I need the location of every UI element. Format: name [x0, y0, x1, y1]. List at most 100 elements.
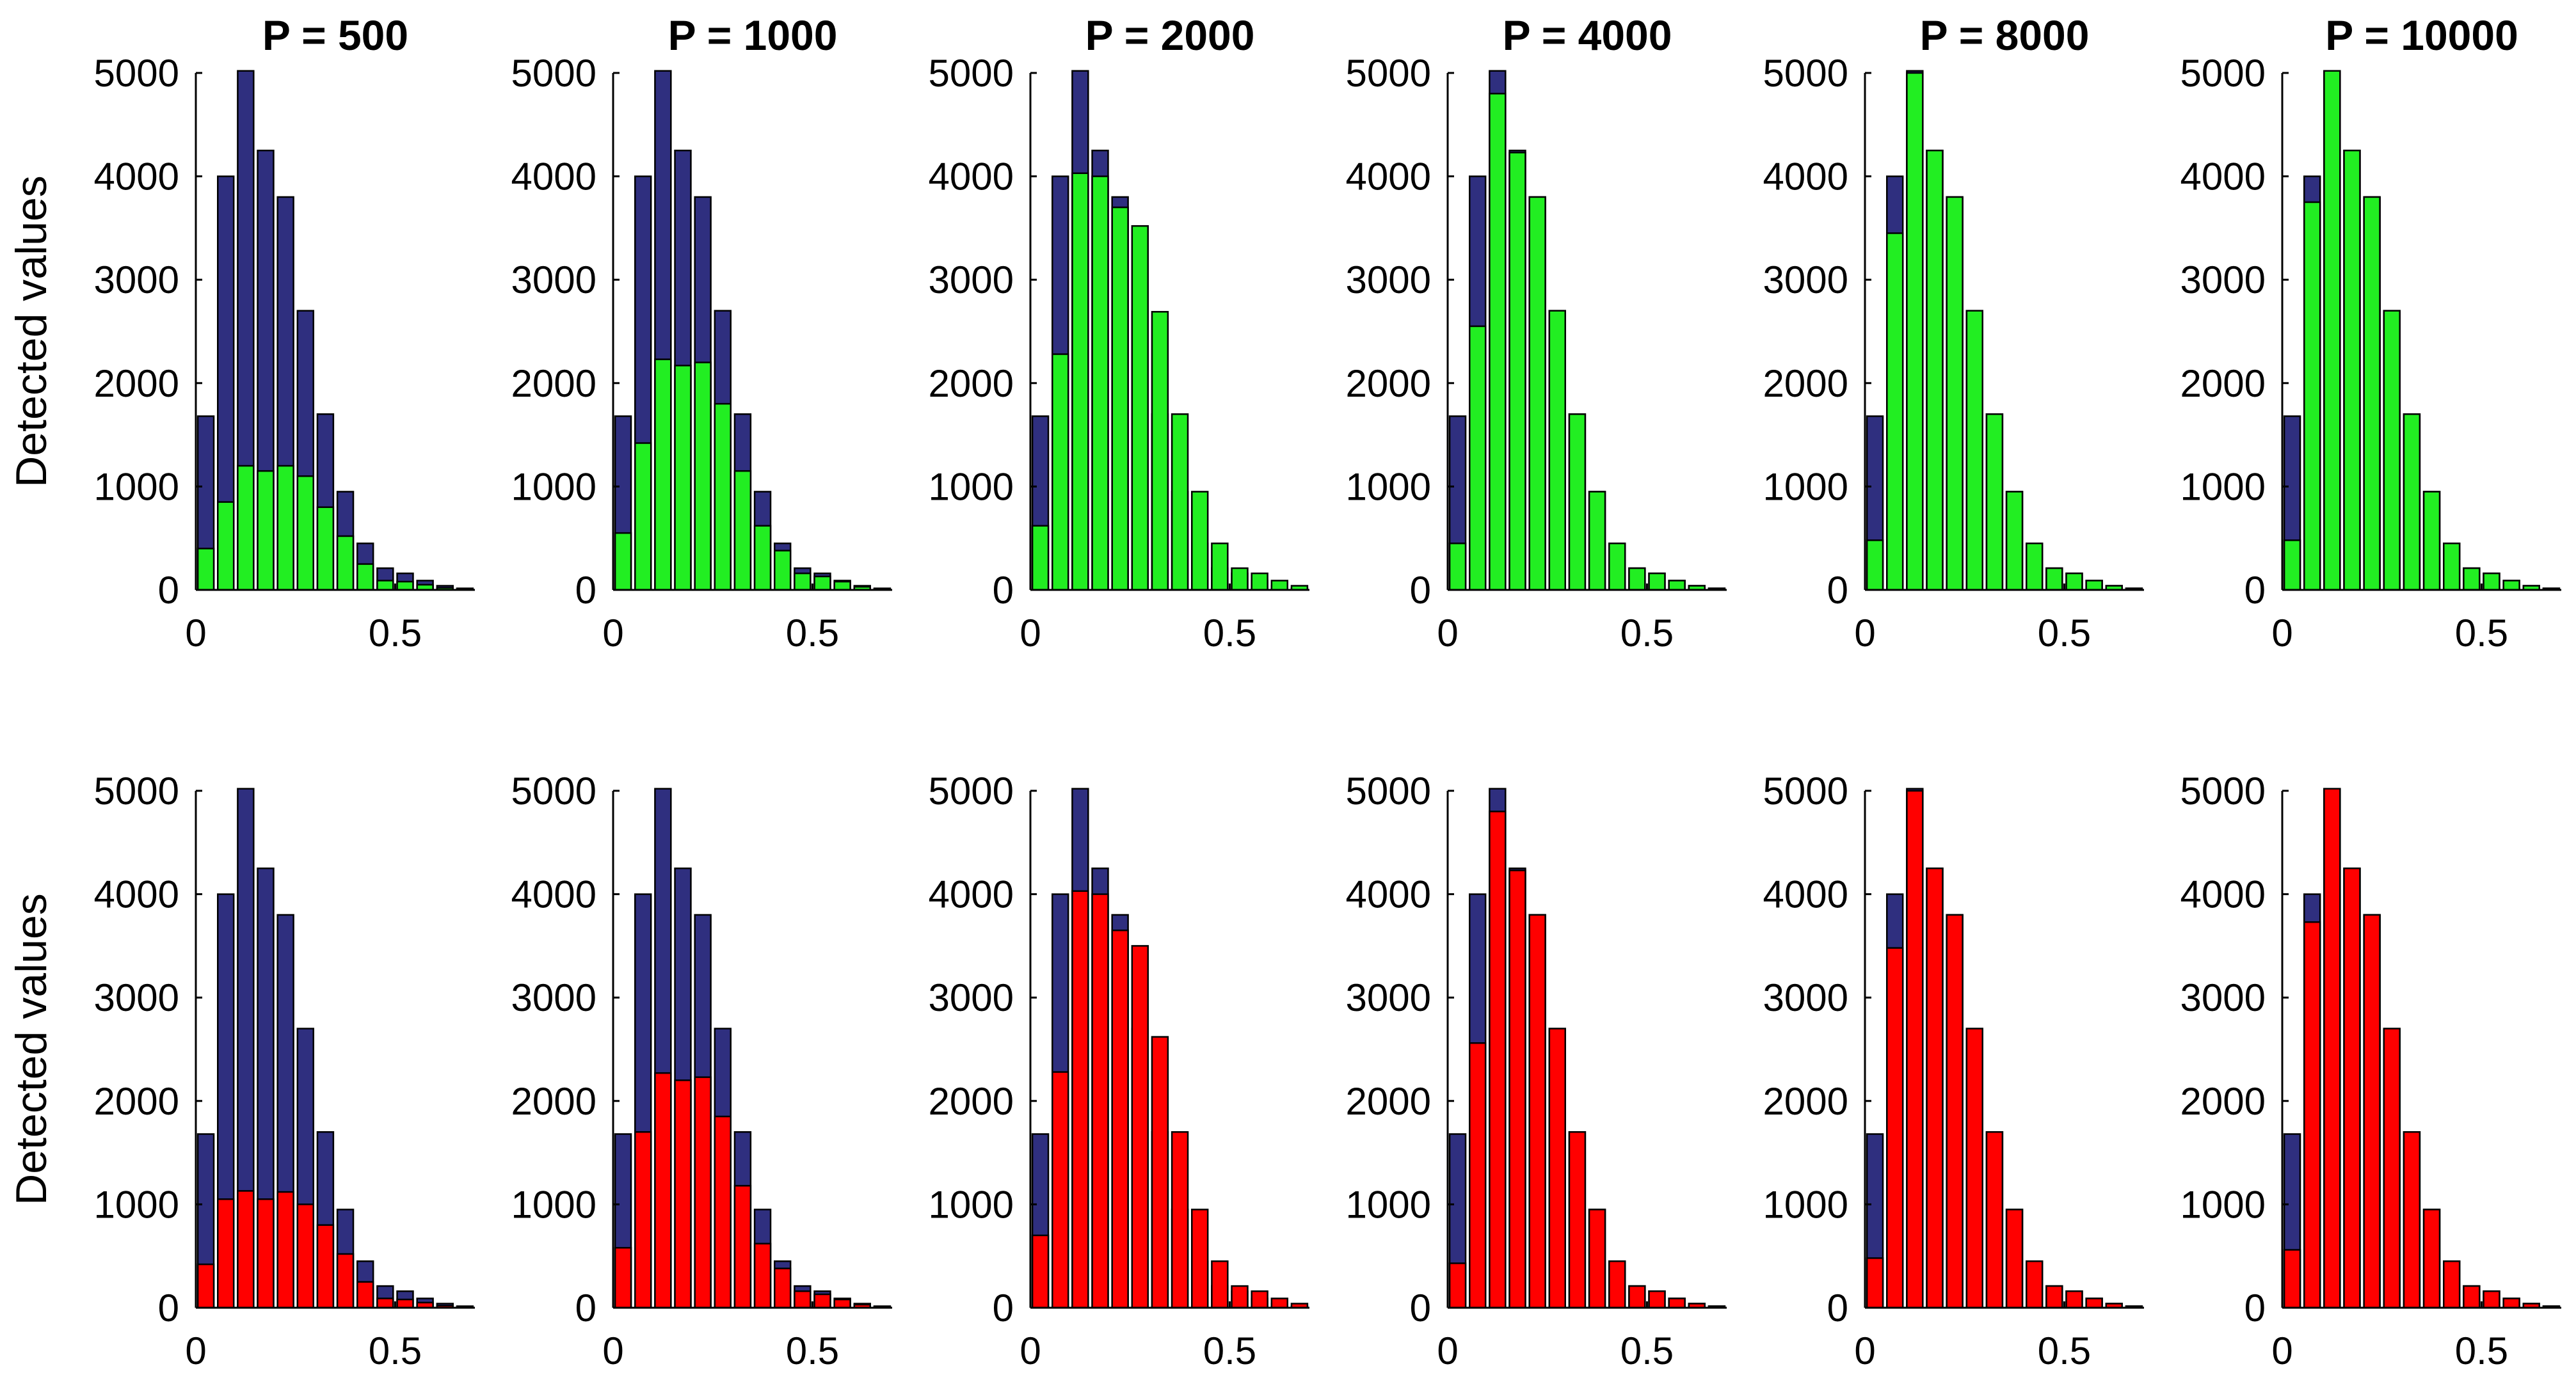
- bar-detected: [1886, 232, 1904, 591]
- x-tick-label: 0.5: [1203, 612, 1256, 655]
- x-tick-label: 0: [2271, 612, 2292, 655]
- bar-detected: [1171, 413, 1189, 591]
- x-tick-label: 0.5: [369, 1329, 422, 1372]
- panel-title: P = 2000: [1085, 12, 1255, 59]
- y-tick-label: 4000: [511, 155, 596, 198]
- bar-detected: [237, 1190, 255, 1309]
- bar-detected: [1508, 152, 1526, 591]
- bar-detected: [733, 1185, 752, 1309]
- y-tick-label: 3000: [1346, 976, 1431, 1019]
- bar-detected: [1251, 572, 1268, 591]
- bar-detected: [396, 580, 414, 591]
- bar-detected: [813, 575, 831, 591]
- bar-detected: [276, 1191, 294, 1309]
- y-tick-label: 1000: [511, 1183, 596, 1226]
- x-tick-label: 0.5: [786, 1329, 839, 1372]
- bar-detected: [1528, 196, 1546, 591]
- bar-detected: [1926, 149, 1944, 591]
- bar-detected: [1628, 1285, 1646, 1309]
- y-tick-label: 3000: [1763, 258, 1848, 301]
- x-tick-label: 0: [1020, 1329, 1041, 1372]
- bar-detected: [2065, 572, 2083, 591]
- y-tick-label: 1000: [2180, 1183, 2266, 1226]
- y-tick-label: 5000: [2180, 770, 2266, 813]
- bar-detected: [2463, 567, 2481, 591]
- panel-title: P = 500: [262, 12, 408, 59]
- bar-detected: [1231, 567, 1249, 591]
- y-tick-label: 1000: [1346, 1183, 1431, 1226]
- panel-bottom-1: 0 1000 2000 3000 4000 5000 0 0.5 Detected values: [7, 770, 475, 1372]
- y-tick-label: 5000: [511, 52, 596, 95]
- y-tick-label: 5000: [94, 52, 179, 95]
- panel-top-3: 0 1000 2000 3000 4000 5000 0 0.5 P = 2000: [929, 12, 1309, 655]
- bar-detected: [1548, 310, 1566, 591]
- x-tick-label: 0.5: [786, 612, 839, 655]
- bar-detected: [1965, 310, 1983, 591]
- bar-detected: [813, 1293, 831, 1309]
- panel-top-2: 0 1000 2000 3000 4000 5000 0 0.5 P = 1000: [511, 12, 892, 655]
- bar-detected: [1091, 893, 1109, 1309]
- bar-detected: [276, 464, 294, 591]
- bar-detected: [1628, 567, 1646, 591]
- y-tick-label: 5000: [1763, 52, 1848, 95]
- bar-detected: [2026, 1260, 2044, 1309]
- y-tick-label: 5000: [511, 770, 596, 813]
- bar-detected: [1946, 914, 1964, 1309]
- bar-detected: [1052, 353, 1069, 591]
- y-tick-label: 0: [1827, 569, 1848, 612]
- bar-detected: [2065, 1290, 2083, 1309]
- bar-detected: [1489, 811, 1507, 1309]
- bar-detected: [2363, 196, 2381, 591]
- y-tick-label: 4000: [1346, 155, 1431, 198]
- bar-detected: [2343, 149, 2361, 591]
- y-tick-label: 3000: [1763, 976, 1848, 1019]
- y-tick-label: 4000: [2180, 155, 2266, 198]
- panel-title: P = 8000: [1920, 12, 2090, 59]
- bar-detected: [1052, 1071, 1069, 1309]
- y-tick-label: 5000: [94, 770, 179, 813]
- panel-bottom-3: 0 1000 2000 3000 4000 5000 0 0.5: [929, 770, 1309, 1372]
- y-tick-label: 1000: [94, 1183, 179, 1226]
- y-tick-label: 4000: [1763, 155, 1848, 198]
- bar-detected: [794, 1290, 812, 1309]
- y-tick-label: 2000: [1346, 362, 1431, 405]
- bar-detected: [2323, 70, 2341, 591]
- bar-detected: [257, 470, 275, 591]
- x-tick-label: 0: [1854, 612, 1875, 655]
- bar-detected: [2483, 1290, 2500, 1309]
- bar-detected: [1211, 543, 1229, 591]
- bar-detected: [733, 470, 752, 591]
- y-tick-label: 3000: [2180, 976, 2266, 1019]
- bar-detected: [2502, 580, 2520, 591]
- bar-detected: [376, 1298, 394, 1309]
- bar-detected: [2085, 1298, 2103, 1309]
- bar-detected: [1906, 790, 1924, 1309]
- bar-detected: [1071, 890, 1089, 1309]
- y-tick-label: 5000: [1763, 770, 1848, 813]
- x-tick-label: 0.5: [2038, 1329, 2091, 1372]
- bar-detected: [316, 1224, 335, 1309]
- y-tick-label: 4000: [2180, 873, 2266, 916]
- bar-detected: [2443, 1260, 2461, 1309]
- bar-detected: [2343, 867, 2361, 1309]
- bar-detected: [196, 1263, 215, 1309]
- bar-detected: [2383, 1028, 2401, 1309]
- panel-bottom-2: 0 1000 2000 3000 4000 5000 0 0.5: [511, 770, 892, 1372]
- bar-detected: [1608, 543, 1626, 591]
- bar-detected: [356, 1281, 374, 1309]
- y-tick-label: 1000: [1763, 465, 1848, 508]
- bar-detected: [1668, 1298, 1686, 1309]
- y-tick-label: 1000: [1763, 1183, 1848, 1226]
- bar-detected: [316, 506, 335, 591]
- y-tick-label: 3000: [2180, 258, 2266, 301]
- bar-detected: [2422, 491, 2441, 591]
- bar-detected: [1270, 580, 1288, 591]
- bar-detected: [1151, 1036, 1169, 1309]
- bar-detected: [1886, 947, 1904, 1309]
- x-tick-label: 0: [602, 612, 623, 655]
- y-tick-label: 0: [158, 1287, 179, 1329]
- bar-detected: [833, 1298, 851, 1309]
- bar-detected: [753, 1242, 772, 1309]
- x-tick-label: 0.5: [1203, 1329, 1256, 1372]
- x-tick-label: 0: [185, 612, 206, 655]
